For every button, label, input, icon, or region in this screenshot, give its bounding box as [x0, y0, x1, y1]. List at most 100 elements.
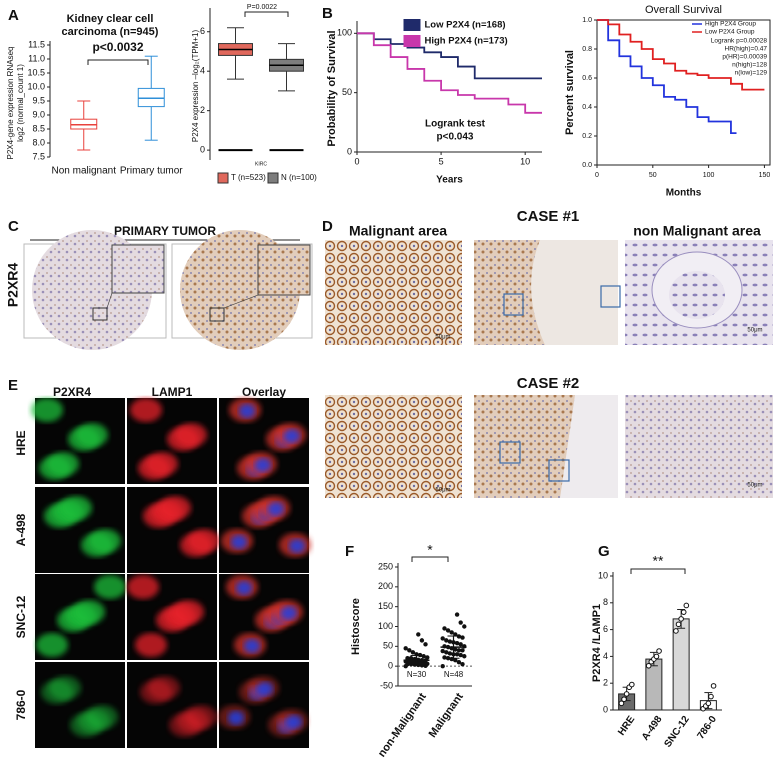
n-label: N=48: [444, 670, 464, 679]
panel-label: B: [322, 5, 333, 22]
y-tick-label: 0.2: [582, 133, 592, 140]
y-tick-label: 10.5: [27, 67, 45, 77]
y-tick-label: 2: [200, 105, 205, 115]
cell: [47, 452, 79, 476]
data-point: [708, 693, 714, 700]
y-tick-label: 10: [598, 570, 608, 580]
data-point: [444, 650, 449, 655]
row-label: 786-0: [14, 689, 28, 720]
data-point: [444, 638, 449, 643]
legend-swatch: [267, 172, 279, 184]
data-point: [408, 656, 414, 661]
annotation: Logrank p=0.00028: [711, 38, 768, 45]
cell: [188, 529, 220, 553]
panel-label: E: [8, 377, 18, 394]
nucleus: [244, 639, 260, 653]
data-point: [425, 655, 430, 660]
y-axis-label: Percent survival: [564, 50, 576, 135]
inset-line: [106, 292, 113, 309]
panel-label: A: [8, 7, 19, 24]
annotation: p<0.043: [437, 132, 474, 143]
cell: [146, 452, 178, 476]
chart-title: Kidney clear cell carcinoma (n=945): [61, 13, 159, 38]
y-tick-label: 150: [378, 601, 393, 611]
data-point: [419, 638, 425, 643]
data-point: [653, 653, 660, 660]
ihc-image: [325, 395, 462, 498]
annotation: n(low)=129: [735, 70, 768, 77]
panel-label: G: [598, 543, 610, 560]
data-point: [460, 635, 465, 640]
x-tick-label: Non malignant: [52, 166, 117, 177]
data-point: [442, 626, 447, 631]
data-point: [410, 650, 416, 655]
data-point: [645, 662, 652, 669]
y-tick-label: 9.0: [32, 109, 45, 119]
y-tick-label: 11.5: [28, 39, 45, 49]
ihc-inset: [257, 244, 311, 296]
cell: [73, 600, 105, 624]
ihc-inset: [111, 244, 165, 294]
data-point: [421, 654, 426, 659]
data-point: [618, 700, 625, 707]
y-tick-label: 200: [378, 581, 393, 591]
data-point: [460, 648, 465, 653]
legend-label: High P2X4 Group: [705, 21, 756, 28]
cell: [86, 705, 118, 729]
cell: [185, 705, 217, 729]
y-tick-label: 50: [383, 641, 393, 651]
annotation: *: [427, 542, 433, 558]
data-point: [705, 700, 712, 707]
y-tick-label: 0: [603, 704, 608, 714]
y-tick-label: 0.8: [582, 46, 592, 53]
scale-bar-label: 50μm: [435, 335, 450, 341]
data-point: [442, 655, 447, 660]
data-point: [403, 646, 408, 651]
annotation: Logrank test: [425, 119, 486, 130]
column-label: P2XR4: [53, 385, 91, 399]
data-point: [453, 658, 458, 663]
x-tick-label: HRE: [616, 714, 637, 738]
y-axis-label: P2X4 expression –log₂(TPM+1): [191, 30, 200, 143]
x-tick-label: 10: [520, 156, 530, 166]
legend-label: Low P2X4 (n=168): [425, 20, 506, 31]
annotation: n(high)=128: [732, 62, 767, 69]
y-tick-label: 8.5: [32, 123, 45, 133]
y-tick-label: 8: [603, 597, 608, 607]
annotation: p<0.0032: [92, 40, 143, 54]
y-axis-label: Probability of Survival: [326, 30, 338, 146]
survival-curve: [357, 32, 542, 114]
significance-bracket: [411, 556, 449, 562]
data-point: [440, 648, 445, 654]
data-point: [440, 636, 445, 641]
cell: [172, 600, 204, 624]
y-tick-label: -50: [380, 680, 393, 690]
panel-label: D: [322, 218, 333, 235]
y-tick-label: 250: [378, 561, 393, 571]
y-axis-label: P2XR4 /LAMP1: [591, 604, 603, 682]
data-point: [675, 621, 682, 628]
significance-bracket: [244, 11, 289, 17]
annotation: p(HR)=0.00039: [722, 54, 767, 61]
fluorescence-grid: [31, 398, 311, 748]
x-tick-label: 0: [595, 172, 599, 179]
y-tick-label: 4: [200, 66, 205, 76]
cell: [36, 633, 68, 657]
nucleus: [236, 581, 252, 595]
ihc-tissue: [560, 395, 618, 498]
x-tick-label: 0: [354, 156, 359, 166]
y-tick-label: 7.5: [32, 151, 45, 161]
data-point: [623, 691, 630, 697]
nucleus: [255, 458, 271, 472]
scale-bar-label: 50μm: [747, 328, 762, 334]
x-tick-label: non-Malignant: [376, 691, 429, 760]
data-point: [462, 654, 467, 659]
glomerulus: [669, 271, 725, 319]
data-point: [416, 632, 421, 637]
cell: [130, 398, 162, 422]
cell: [159, 496, 191, 520]
nucleus: [284, 429, 300, 443]
data-point: [454, 640, 460, 646]
